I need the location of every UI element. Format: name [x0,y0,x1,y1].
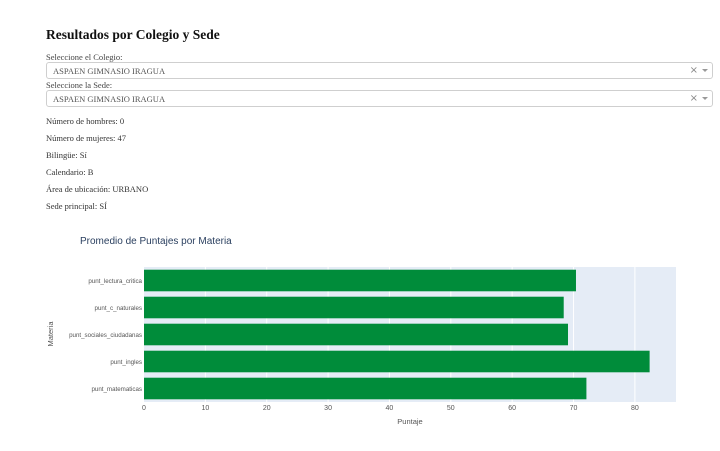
info-sede-principal: Sede principal: SÍ [46,201,107,211]
info-mujeres: Número de mujeres: 47 [46,133,127,143]
y-tick-labels: punt_lectura_critica punt_c_naturalespunt… [69,278,142,393]
y-tick-label: punt_c_naturales [95,305,142,312]
x-tick-label: 10 [201,405,209,412]
x-axis-title: Puntaje [397,417,422,426]
bars [144,269,650,400]
x-tick-label: 40 [386,405,394,412]
page-title: Resultados por Colegio y Sede [46,27,220,42]
sede-select[interactable]: ASPAEN GIMNASIO IRAGUA × [46,90,713,107]
chart-title: Promedio de Puntajes por Materia [80,236,232,247]
y-tick-label: punt_sociales_ciudadanas [69,332,142,339]
y-tick-label: punt_matematicas [91,386,142,393]
bar-punt_sociales_ciudadanas [144,323,569,346]
y-tick-label: punt_ingles [110,359,142,366]
bar-punt_matematicas [144,377,587,400]
info-bilingue: Bilingüe: Sí [46,150,87,160]
colegio-select[interactable]: ASPAEN GIMNASIO IRAGUA × [46,62,713,79]
x-tick-label: 60 [508,405,516,412]
x-tick-labels: 0 10 20 30 40 50 60 70 80 [142,405,639,412]
info-area: Área de ubicación: URBANO [46,184,149,194]
y-tick-label: punt_lectura_critica [88,278,142,285]
sede-label: Seleccione la Sede: [46,80,113,90]
info-hombres: Número de hombres: 0 [46,116,125,126]
y-axis-title: Materia [46,321,55,347]
x-tick-label: 80 [631,405,639,412]
x-tick-label: 50 [447,405,455,412]
colegio-select-value: ASPAEN GIMNASIO IRAGUA [53,66,166,76]
bar-punt_c_naturales [144,296,564,319]
x-tick-label: 30 [324,405,332,412]
clear-icon[interactable]: × [689,93,698,104]
colegio-label: Seleccione el Colegio: [46,52,123,62]
info-calendario: Calendario: B [46,167,94,177]
clear-icon[interactable]: × [689,65,698,76]
x-tick-label: 0 [142,405,146,412]
bar-punt_lectura_critica [144,269,576,292]
bar-punt_ingles [144,350,650,373]
chevron-down-icon[interactable] [702,97,708,100]
x-tick-label: 20 [263,405,271,412]
sede-select-value: ASPAEN GIMNASIO IRAGUA [53,94,166,104]
x-tick-label: 70 [570,405,578,412]
chevron-down-icon[interactable] [702,69,708,72]
